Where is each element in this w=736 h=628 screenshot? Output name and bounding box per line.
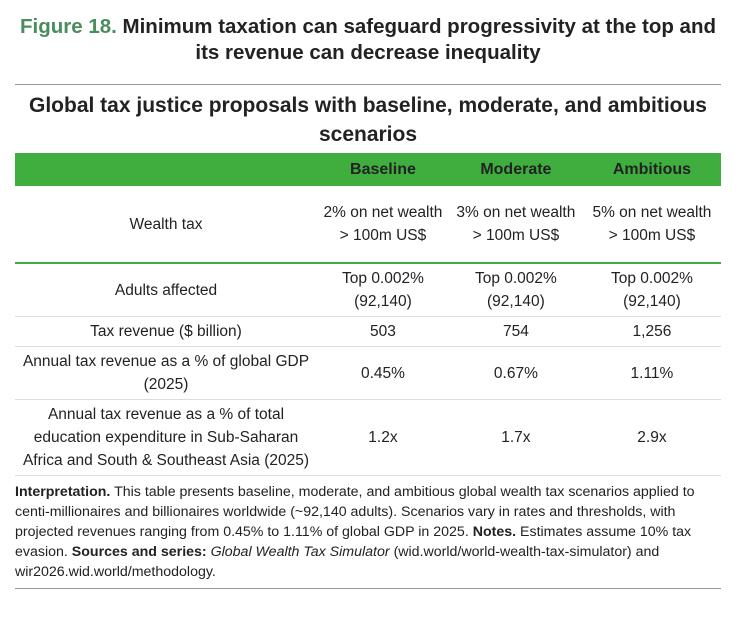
table-title: Global tax justice proposals with baseli… [29, 94, 707, 146]
table-row: Wealth tax 2% on net wealth > 100m US$ 3% … [15, 186, 721, 264]
cell: Top 0.002% (92,140) [448, 263, 583, 317]
figure-title: Minimum taxation can safeguard progressi… [122, 15, 717, 64]
cell: 1.2x [317, 399, 449, 476]
column-header: Moderate [448, 153, 583, 186]
header-blank [15, 153, 317, 186]
row-label: Annual tax revenue as a % of total educa… [15, 399, 317, 476]
figure-label: Figure 18. [19, 15, 117, 38]
table-row: Adults affected Top 0.002% (92,140) Top 0.… [15, 263, 721, 317]
row-label: Wealth tax [15, 186, 317, 264]
cell: 1.11% [582, 346, 721, 400]
cell: 5% on net wealth > 100m US$ [582, 186, 721, 264]
source-title: Global Wealth Tax Simulator [210, 544, 390, 560]
cell: 2% on net wealth > 100m US$ [317, 186, 449, 264]
cell: 0.67% [448, 346, 583, 400]
cell: 503 [317, 316, 449, 347]
cell: 1,256 [582, 316, 721, 347]
figure-heading: Figure 18. Minimum taxation can safeguar… [0, 0, 736, 66]
cell: 2.9x [582, 399, 721, 476]
note: Interpretation. This table presents base… [15, 482, 721, 589]
cell: 1.7x [448, 399, 583, 476]
cell: 0.45% [317, 346, 449, 400]
note-label: Interpretation. [15, 484, 111, 500]
table-row: Tax revenue ($ billion) 503 754 1,256 [15, 316, 721, 347]
cell: 3% on net wealth > 100m US$ [448, 186, 583, 264]
note-text: This table presents baseline, moderate, … [15, 484, 695, 540]
cell: Top 0.002% (92,140) [317, 263, 449, 317]
table-row: Annual tax revenue as a % of global GDP … [15, 346, 721, 400]
table-row: Annual tax revenue as a % of total educa… [15, 399, 721, 476]
cell: Top 0.002% (92,140) [582, 263, 721, 317]
row-label: Tax revenue ($ billion) [15, 316, 317, 347]
note-label: Sources and series: [71, 544, 207, 560]
rule [15, 84, 721, 85]
cell: 754 [448, 316, 583, 347]
column-header: Baseline [317, 153, 449, 186]
table: Baseline Moderate Ambitious Wealth tax 2% o… [15, 153, 721, 476]
column-header: Ambitious [582, 153, 721, 186]
header-row: Baseline Moderate Ambitious [15, 153, 721, 186]
note-text: (wid.world/world-wealth-tax-simulator) a… [15, 544, 660, 580]
note-text: Estimates assume 10% tax evasion. [15, 524, 692, 560]
note-label: Notes. [472, 524, 517, 540]
row-label: Annual tax revenue as a % of global GDP … [15, 346, 317, 400]
row-label: Adults affected [15, 263, 317, 317]
